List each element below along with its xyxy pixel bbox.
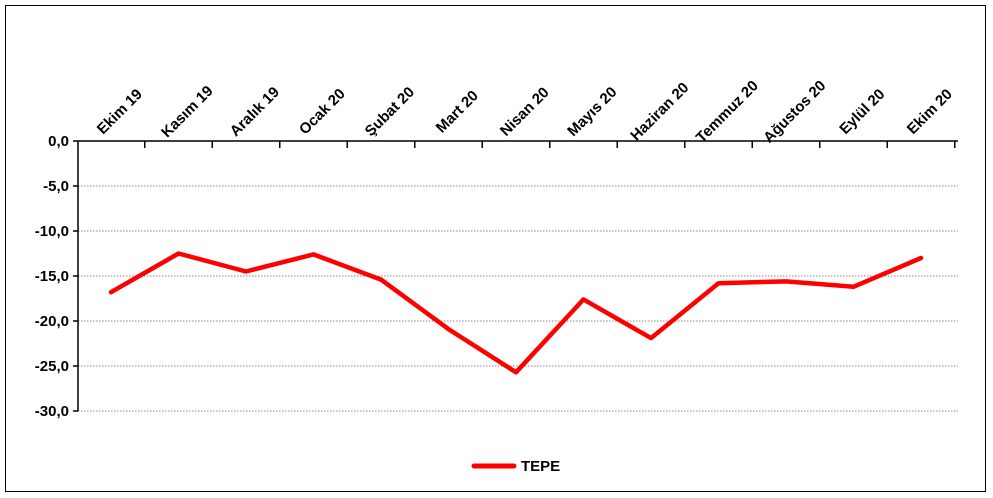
y-tick-label: -5,0 (43, 178, 69, 195)
x-tick-label: Ekim 19 (94, 86, 146, 138)
axes (73, 140, 958, 412)
x-tick-label: Şubat 20 (362, 84, 418, 140)
x-tick-label: Mayıs 20 (564, 84, 620, 140)
series-line-tepe (108, 251, 924, 375)
x-tick-label: Ağustos 20 (760, 77, 829, 146)
x-tick-label: Eylül 20 (836, 86, 888, 138)
x-tick-label: Haziran 20 (627, 79, 692, 144)
x-axis-tick-labels: Ekim 19 Kasım 19 Aralık 19 Ocak 20 Şubat 20 M… (94, 77, 956, 146)
x-tick-label: Ekim 20 (904, 86, 956, 138)
x-tick-label: Mart 20 (433, 87, 482, 136)
y-tick-label: -25,0 (35, 358, 69, 375)
x-tick-label: Temmuz 20 (693, 77, 762, 146)
y-tick-label: -30,0 (35, 403, 69, 420)
y-tick-label: -15,0 (35, 268, 69, 285)
x-tick-label: Ocak 20 (296, 85, 349, 138)
legend-label: TEPE (521, 458, 560, 475)
x-tick-label: Nisan 20 (497, 84, 553, 140)
grid-lines (78, 185, 958, 412)
series-lines (108, 251, 924, 375)
y-tick-label: -10,0 (35, 223, 69, 240)
y-tick-label: 0,0 (48, 133, 69, 150)
x-tick-label: Kasım 19 (158, 83, 217, 142)
y-axis-tick-labels: 0,0 -5,0 -10,0 -15,0 -20,0 -25,0 -30,0 (35, 133, 69, 420)
y-tick-label: -20,0 (35, 313, 69, 330)
x-tick-label: Aralık 19 (227, 84, 283, 140)
legend: TEPE (471, 458, 560, 475)
chart-frame (5, 5, 986, 492)
